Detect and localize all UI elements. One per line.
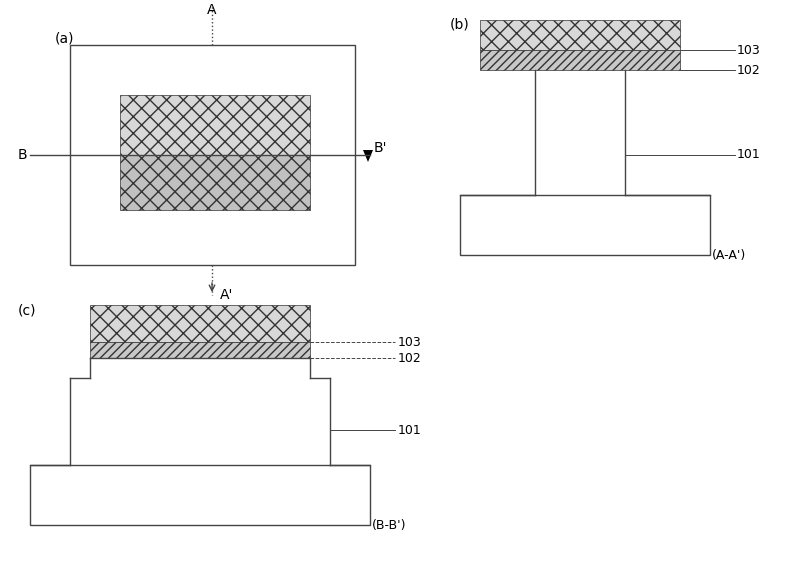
Text: (A-A'): (A-A')	[712, 249, 746, 262]
Text: 102: 102	[737, 64, 761, 77]
Polygon shape	[480, 20, 680, 50]
Text: 103: 103	[737, 43, 761, 56]
Polygon shape	[363, 150, 373, 162]
Text: (c): (c)	[18, 303, 37, 317]
Text: 103: 103	[398, 336, 422, 349]
Polygon shape	[120, 95, 310, 155]
Text: A': A'	[220, 288, 234, 302]
Text: 101: 101	[737, 148, 761, 161]
Text: B': B'	[374, 141, 387, 155]
Text: (B-B'): (B-B')	[372, 518, 406, 531]
Text: B: B	[18, 148, 27, 162]
Text: 101: 101	[398, 424, 422, 437]
Polygon shape	[90, 305, 310, 342]
Polygon shape	[120, 155, 310, 210]
Text: (b): (b)	[450, 18, 470, 32]
Polygon shape	[480, 50, 680, 70]
Polygon shape	[90, 342, 310, 358]
Text: A: A	[207, 3, 217, 17]
Text: 102: 102	[398, 351, 422, 364]
Text: (a): (a)	[55, 31, 74, 45]
